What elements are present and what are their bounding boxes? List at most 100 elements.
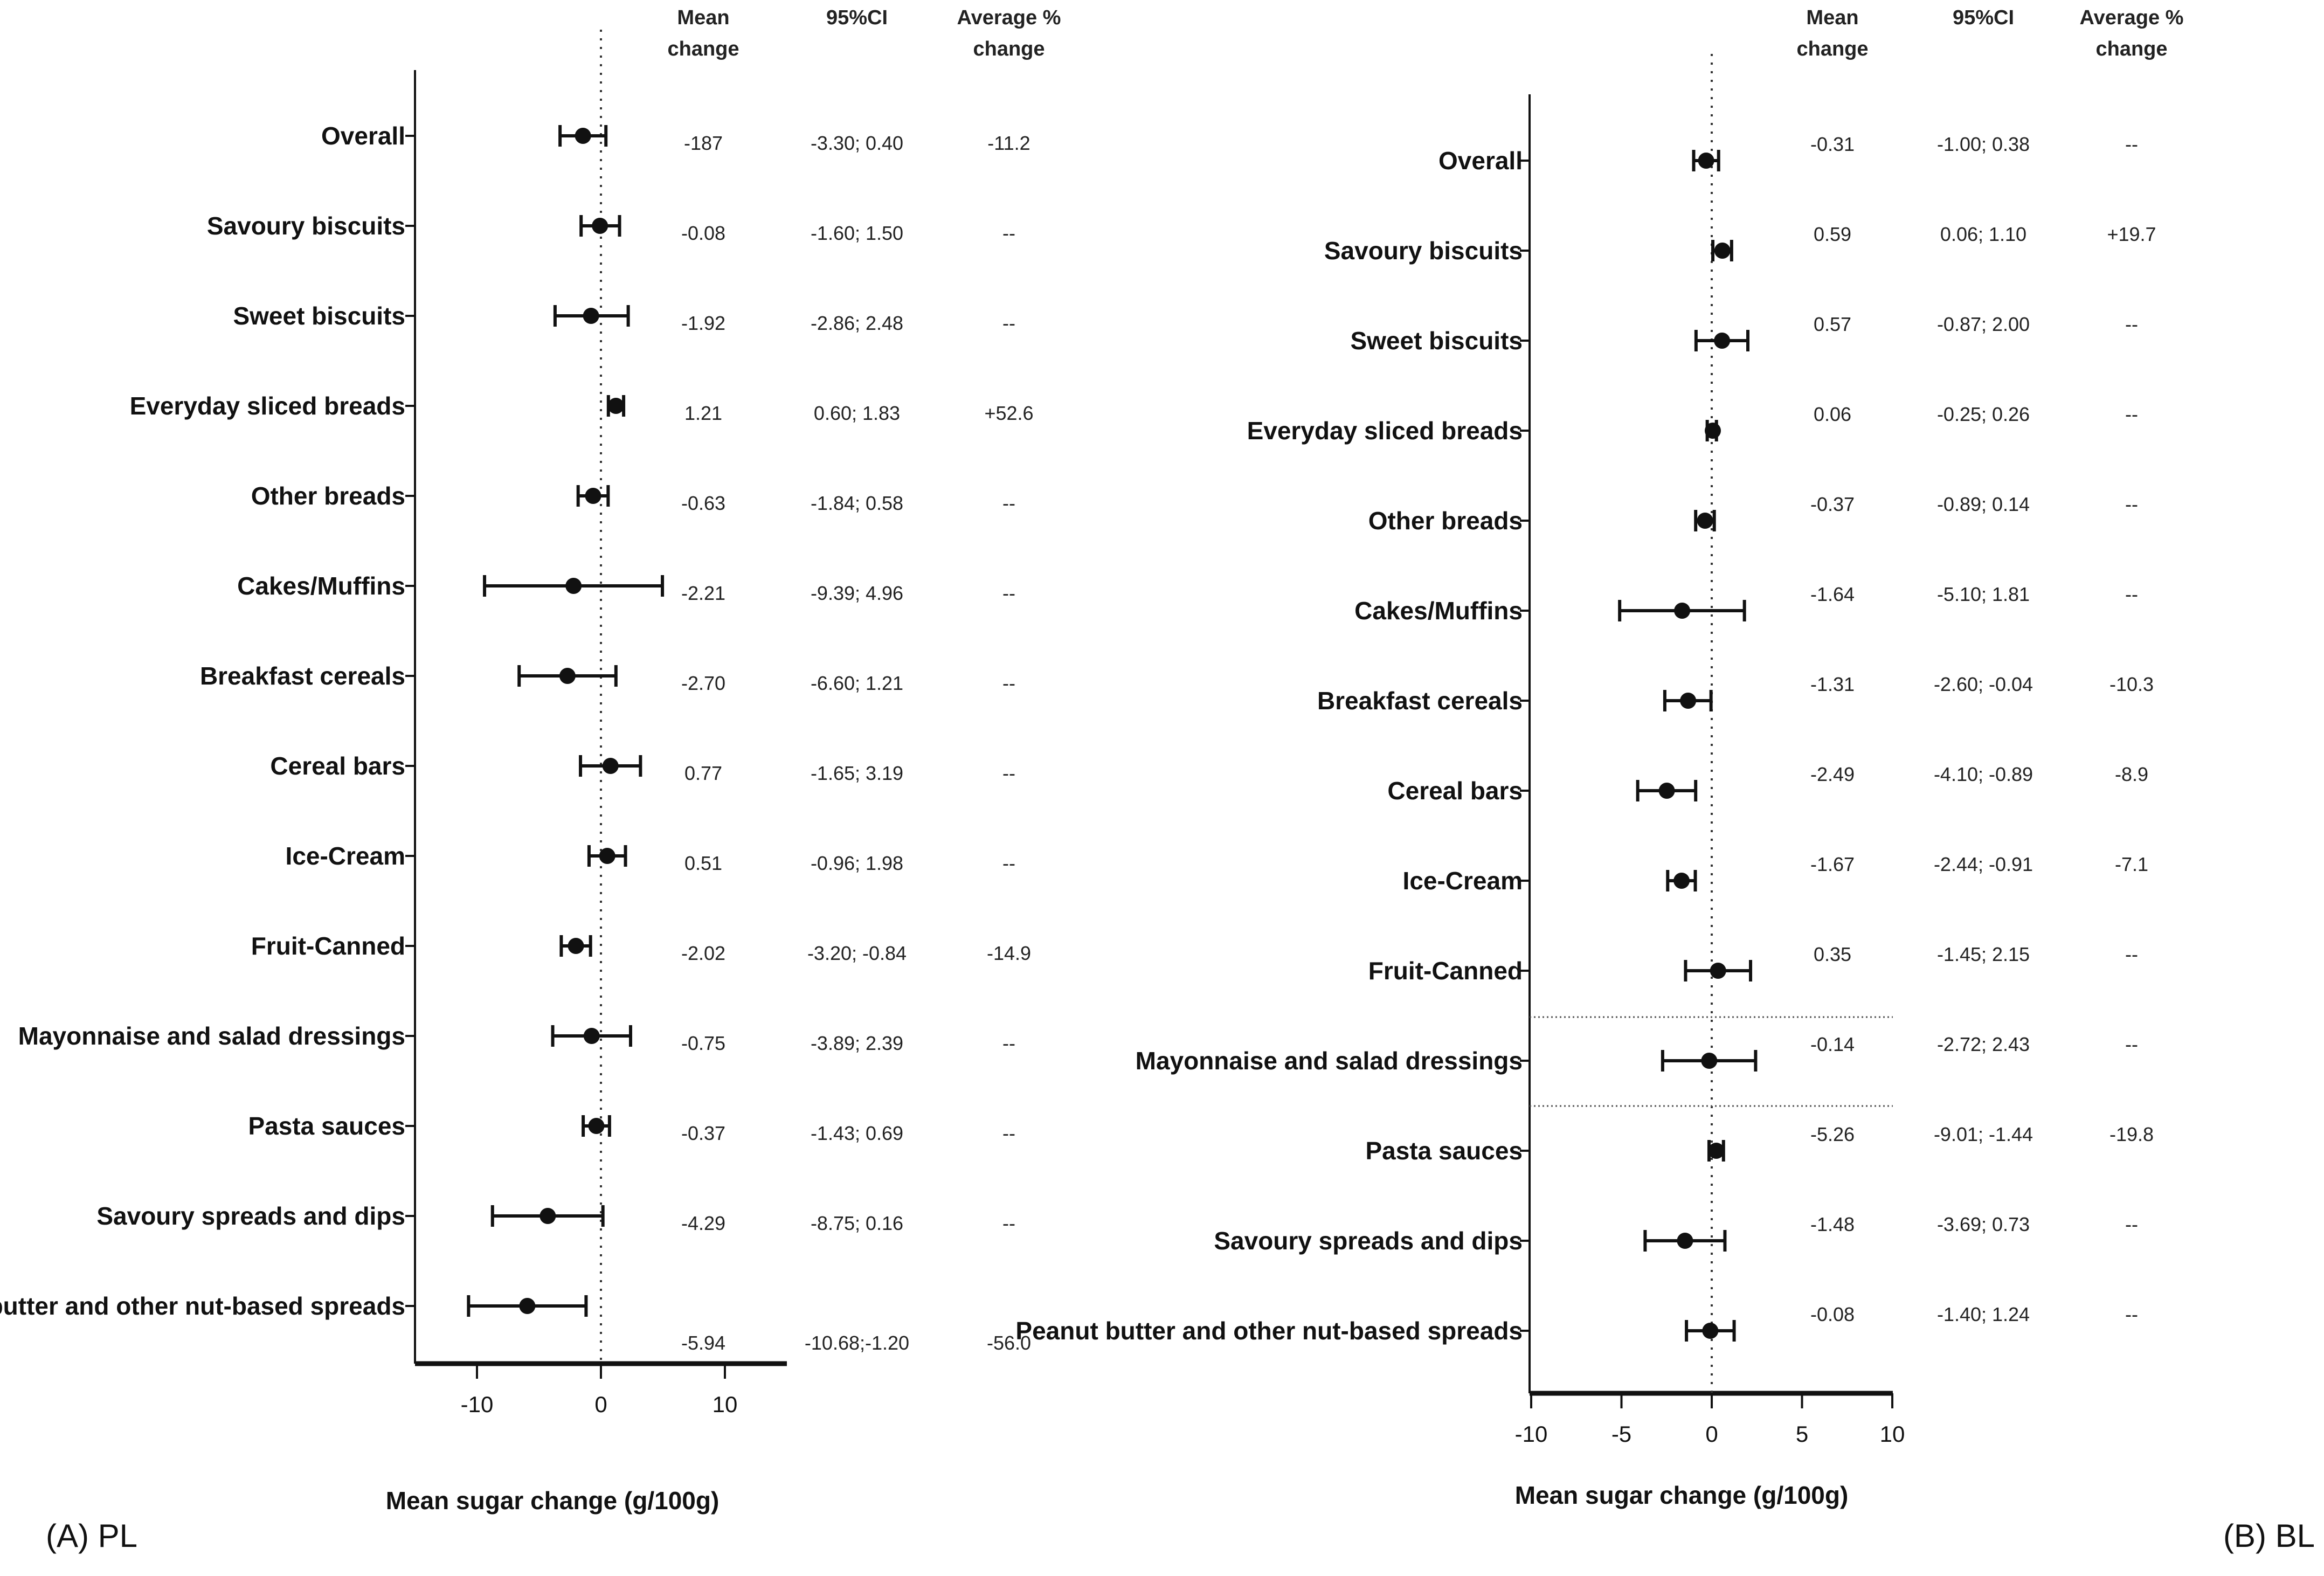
- mean-change-value: -0.14: [1810, 1033, 1855, 1055]
- mean-change-value: 0.51: [684, 852, 722, 874]
- pct-change-value: --: [1002, 312, 1015, 334]
- ci-value: -1.65; 3.19: [811, 762, 903, 784]
- mean-change-value: -5.94: [681, 1332, 725, 1354]
- panel-b-bl: -10 -5 0 5 10 Mean sugar change (g/100g) (B) B…: [1015, 6, 2315, 1554]
- ci-value: -2.60; -0.04: [1934, 673, 2033, 695]
- category-label: Breakfast cereals: [200, 662, 405, 690]
- x-tick-label: 10: [1880, 1421, 1905, 1447]
- mean-change-value: 0.57: [1814, 313, 1851, 335]
- mean-change-value: 0.59: [1814, 223, 1851, 245]
- point-estimate: [1680, 693, 1697, 709]
- point-estimate: [540, 1208, 556, 1224]
- category-label: Fruit-Canned: [251, 932, 405, 960]
- pct-change-value: --: [1002, 672, 1015, 694]
- column-header: 95%CI: [826, 6, 888, 29]
- pct-change-value: --: [2125, 493, 2138, 515]
- category-label: Cereal bars: [1387, 777, 1523, 805]
- ci-value: -1.84; 0.58: [811, 492, 903, 514]
- point-estimate: [588, 1118, 605, 1134]
- x-tick-label: -5: [1611, 1421, 1631, 1447]
- mean-change-value: -187: [684, 132, 723, 154]
- pct-change-value: --: [2125, 1213, 2138, 1235]
- mean-change-value: -2.02: [681, 942, 725, 964]
- ci-value: -2.72; 2.43: [1937, 1033, 2030, 1055]
- category-label: Other breads: [251, 482, 405, 510]
- mean-change-value: 0.35: [1814, 943, 1851, 965]
- point-estimate: [1705, 423, 1721, 439]
- pct-change-value: +19.7: [2107, 223, 2156, 245]
- pct-change-value: -10.3: [2109, 673, 2154, 695]
- panel-label: (B) BL: [2223, 1518, 2315, 1554]
- point-estimate: [607, 398, 624, 414]
- point-estimate: [1673, 873, 1690, 889]
- pct-change-value: -8.9: [2115, 763, 2148, 785]
- category-label: Breakfast cereals: [1317, 687, 1523, 715]
- pct-change-value: --: [1002, 492, 1015, 514]
- mean-change-value: -1.92: [681, 312, 725, 334]
- point-estimate: [1714, 333, 1731, 349]
- panel-a-pl: -10 0 10 Mean sugar change (g/100g) (A) PL Me…: [0, 6, 1061, 1554]
- x-tick-label: 0: [594, 1392, 607, 1417]
- point-estimate: [1714, 243, 1731, 259]
- point-estimate: [1701, 1053, 1718, 1069]
- point-estimate: [1710, 963, 1726, 979]
- category-label: Peanut butter and other nut-based spread…: [0, 1292, 405, 1320]
- ci-value: -0.89; 0.14: [1937, 493, 2030, 515]
- x-axis-title: Mean sugar change (g/100g): [1515, 1481, 1849, 1509]
- point-estimate: [585, 488, 601, 504]
- category-label: Ice-Cream: [1403, 867, 1523, 895]
- column-header: Average % change: [2080, 6, 2184, 60]
- category-label: Pasta sauces: [248, 1112, 405, 1140]
- mean-change-value: -0.08: [1810, 1303, 1855, 1325]
- x-tick-label: 0: [1705, 1421, 1718, 1447]
- ci-value: -10.68;-1.20: [805, 1332, 909, 1354]
- category-label: Other breads: [1368, 507, 1523, 535]
- mean-change-value: -1.64: [1810, 583, 1855, 605]
- pct-change-value: --: [1002, 1122, 1015, 1144]
- mean-change-value: -0.63: [681, 492, 725, 514]
- pct-change-value: -14.9: [987, 942, 1031, 964]
- ci-value: -9.01; -1.44: [1934, 1123, 2033, 1145]
- ci-value: -3.20; -0.84: [807, 942, 907, 964]
- ci-value: -3.69; 0.73: [1937, 1213, 2030, 1235]
- ci-value: -9.39; 4.96: [811, 582, 903, 604]
- ci-value: 0.60; 1.83: [814, 402, 900, 424]
- point-estimate: [1697, 513, 1713, 529]
- mean-change-value: 1.21: [684, 402, 722, 424]
- mean-change-value: -2.21: [681, 582, 725, 604]
- point-estimate: [1708, 1143, 1725, 1159]
- column-header: Average % change: [957, 6, 1061, 60]
- point-estimate: [568, 938, 584, 954]
- ci-value: -8.75; 0.16: [811, 1212, 903, 1234]
- ci-value: -1.40; 1.24: [1937, 1303, 2030, 1325]
- pct-change-value: -11.2: [987, 132, 1030, 154]
- category-label: Savoury biscuits: [1324, 237, 1523, 265]
- category-label: Everyday sliced breads: [130, 392, 405, 420]
- category-label: Savoury spreads and dips: [96, 1202, 405, 1230]
- category-label: Sweet biscuits: [1350, 327, 1523, 355]
- category-label: Pasta sauces: [1365, 1137, 1523, 1165]
- category-label: Cereal bars: [270, 752, 405, 780]
- column-header: 95%CI: [1953, 6, 2014, 29]
- mean-change-value: -2.70: [681, 672, 725, 694]
- point-estimate: [592, 218, 608, 234]
- mean-change-value: -1.67: [1810, 853, 1855, 875]
- category-label: Sweet biscuits: [233, 302, 405, 330]
- mean-change-value: -2.49: [1810, 763, 1855, 785]
- point-estimate: [599, 848, 615, 864]
- pct-change-value: --: [1002, 1212, 1015, 1234]
- x-axis-title: Mean sugar change (g/100g): [386, 1487, 720, 1515]
- pct-change-value: --: [1002, 222, 1015, 244]
- ci-value: -3.89; 2.39: [811, 1032, 903, 1054]
- category-label: Overall: [1438, 147, 1523, 175]
- mean-change-value: 0.77: [684, 762, 722, 784]
- ci-value: -1.60; 1.50: [811, 222, 903, 244]
- category-label: Savoury spreads and dips: [1214, 1227, 1523, 1255]
- pct-change-value: --: [1002, 762, 1015, 784]
- mean-change-value: -1.48: [1810, 1213, 1855, 1235]
- pct-change-value: --: [1002, 1032, 1015, 1054]
- category-label: Savoury biscuits: [207, 212, 405, 240]
- ci-value: 0.06; 1.10: [1940, 223, 2026, 245]
- category-label: Cakes/Muffins: [237, 572, 405, 600]
